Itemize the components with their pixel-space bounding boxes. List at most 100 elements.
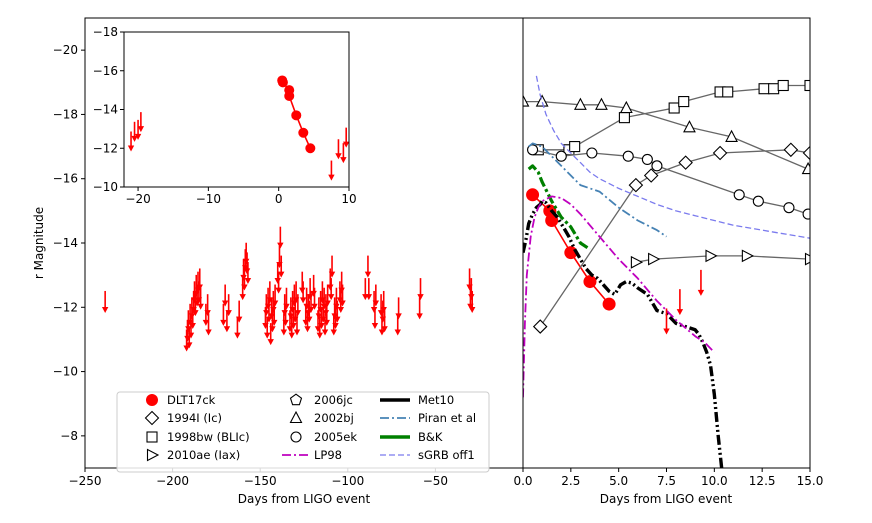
upper-limit-arrow-head: [381, 326, 388, 333]
upper-limit-arrow: [225, 294, 232, 317]
inset-y-tick-label: −18: [93, 25, 118, 39]
inset-upper-limit-arrow: [328, 160, 335, 181]
dlt17ck-point: [602, 297, 616, 311]
right-x-axis-label: Days from LIGO event: [600, 492, 733, 506]
piran-et-al-line: [528, 142, 668, 238]
upper-limit-arrow: [283, 287, 290, 310]
upper-limit-arrow-head: [371, 323, 379, 330]
left-y-tick-label: −12: [53, 300, 78, 314]
2002bj-point: [683, 120, 696, 133]
upper-limit-arrow-head: [327, 294, 335, 301]
1994i-ic-point: [643, 168, 659, 183]
2002bj-point: [523, 94, 530, 107]
upper-limit-arrow-head: [416, 313, 423, 320]
inset-upper-limit-arrow-head: [134, 133, 142, 140]
2002bj-point: [619, 100, 633, 114]
upper-limit-arrow: [197, 287, 204, 310]
upper-limit-arrow: [332, 307, 339, 330]
upper-limit-arrow: [271, 284, 279, 307]
upper-limit-arrow: [287, 297, 295, 320]
upper-limit-arrow-head: [275, 287, 282, 294]
right-x-tick-label: 15.0: [797, 474, 824, 488]
upper-limit-arrow-head: [372, 300, 380, 307]
upper-limit-arrow: [416, 297, 423, 320]
right-upper-limit-arrow: [663, 308, 670, 335]
1998bw-blic-point: [722, 86, 734, 98]
inset-detection-point: [291, 110, 302, 121]
upper-limit-arrow: [339, 284, 346, 307]
inset-detection-point: [305, 143, 316, 154]
upper-limit-arrow-head: [264, 332, 271, 339]
legend-label-2010ae: 2010ae (Iax): [167, 448, 240, 462]
upper-limit-arrow-head: [328, 271, 336, 278]
upper-limit-arrow-head: [417, 294, 424, 301]
right-x-tick-label: 5.0: [609, 474, 628, 488]
upper-limit-arrow-head: [311, 303, 318, 310]
upper-limit-arrow-head: [365, 294, 373, 301]
upper-limit-arrow: [364, 255, 372, 278]
left-x-tick-label: −100: [331, 474, 364, 488]
2005ek-point: [733, 189, 745, 201]
inset-upper-limit-arrow-head: [335, 153, 342, 160]
upper-limit-arrow: [196, 268, 203, 291]
ticks-layer: −250 −200 −150 −100 −50−8−10−12−14−16−18−200…: [53, 25, 824, 488]
upper-limit-arrow-head: [293, 329, 301, 336]
upper-limit-arrow: [101, 290, 109, 313]
upper-limit-arrow-head: [204, 310, 211, 317]
dlt17ck-point: [526, 188, 540, 202]
upper-limit-arrow: [234, 316, 241, 339]
upper-limit-arrow-head: [196, 284, 203, 291]
y-axis-label: r Magnitude: [32, 207, 46, 279]
upper-limit-arrow: [223, 310, 231, 333]
inset-upper-limit-arrow: [134, 119, 142, 140]
upper-limit-arrow: [267, 323, 274, 346]
2002bj-point: [573, 97, 587, 110]
upper-limit-arrow: [468, 290, 476, 313]
inset-y-tick-label: −10: [93, 180, 118, 194]
upper-limit-arrow: [221, 284, 229, 307]
upper-limit-arrow: [205, 313, 212, 336]
inset-upper-limit-arrow: [127, 131, 135, 152]
2005ek-point: [752, 195, 764, 207]
inset-x-tick-label: −10: [196, 192, 221, 206]
upper-limit-arrow: [271, 303, 278, 326]
2002bj-point: [595, 97, 608, 110]
inset-detection-point: [298, 127, 309, 138]
2002bj-line: [523, 100, 809, 170]
upper-limit-arrow-head: [380, 306, 387, 313]
legend-handle-2005ek: [290, 431, 302, 443]
1994i-ic-point: [802, 145, 810, 161]
left-y-tick-label: −8: [60, 429, 78, 443]
upper-limit-arrow-head: [189, 323, 196, 330]
legend-handles: [144, 393, 410, 462]
inset-upper-limit-arrow-head: [137, 126, 145, 133]
upper-limit-arrow: [204, 294, 211, 317]
met10-line: [523, 199, 724, 468]
upper-limit-arrow-head: [290, 323, 297, 330]
inset-marks-layer: [127, 75, 350, 181]
legend-label-piran: Piran et al: [418, 411, 476, 425]
upper-limit-arrow-head: [278, 271, 285, 278]
right-x-tick-label: 0.0: [513, 474, 532, 488]
1998bw-blic-point: [668, 102, 680, 114]
left-y-tick-label: −20: [53, 43, 78, 57]
inset-upper-limit-arrow-head: [127, 145, 135, 152]
upper-limit-arrow-head: [323, 319, 330, 326]
left-y-tick-label: −10: [53, 365, 78, 379]
2005ek-point: [622, 150, 634, 162]
upper-limit-arrow-head: [299, 297, 307, 304]
2005ek-point: [651, 160, 663, 172]
upper-limit-arrow: [417, 278, 424, 301]
inset-detection-point: [284, 90, 295, 101]
legend-label-1998bw: 1998bw (BLIc): [167, 430, 250, 444]
upper-limit-arrow: [372, 284, 380, 307]
upper-limit-arrow: [327, 278, 335, 301]
legend-label-sgrb: sGRB off1: [418, 448, 475, 462]
legend-box: [116, 391, 490, 473]
upper-limit-arrow-head: [394, 329, 401, 336]
1998bw-blic-point: [569, 141, 581, 153]
upper-limit-arrow-head: [324, 300, 331, 307]
upper-limit-arrow-head: [318, 323, 325, 330]
upper-limit-arrow-head: [221, 300, 229, 307]
upper-limit-arrow: [323, 303, 330, 326]
